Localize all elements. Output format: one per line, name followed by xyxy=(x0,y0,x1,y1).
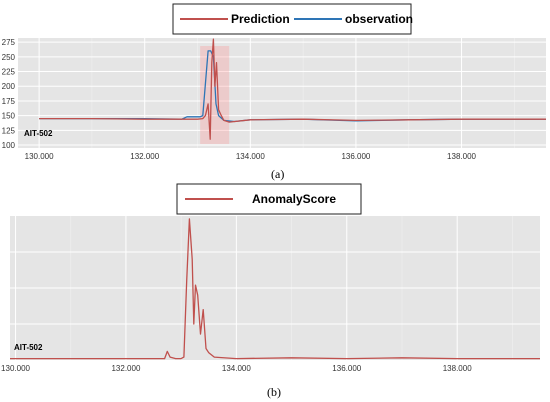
x-tick-label: 130.000 xyxy=(25,152,54,161)
x-tick-label: 136.000 xyxy=(332,364,361,373)
y-tick-label: 275 xyxy=(2,38,16,47)
x-tick-label: 134.000 xyxy=(236,152,265,161)
x-ticks-a: 130.000 132.000 134.000 136.000 138.000 xyxy=(25,152,477,161)
series-line-anomalyscore xyxy=(10,218,540,360)
legend-label-observation: observation xyxy=(345,12,413,26)
legend-label-anomaly-score: AnomalyScore xyxy=(252,192,336,206)
y-tick-label: 200 xyxy=(2,82,16,91)
x-tick-label: 132.000 xyxy=(111,364,140,373)
legend-b: AnomalyScore xyxy=(176,183,362,215)
x-tick-label: 132.000 xyxy=(130,152,159,161)
grid-a xyxy=(18,38,546,148)
legend-a: Prediction observation xyxy=(172,3,413,35)
x-tick-label: 136.000 xyxy=(341,152,370,161)
y-tick-label: 125 xyxy=(2,126,16,135)
series-group-a xyxy=(39,38,546,140)
y-tick-label: 250 xyxy=(2,53,16,62)
y-tick-label: 100 xyxy=(2,141,16,150)
x-ticks-b: 130.000 132.000 134.000 136.000 138.000 xyxy=(1,364,472,373)
x-tick-label: 138.000 xyxy=(443,364,472,373)
caption-b: (b) xyxy=(267,385,281,399)
grid-b xyxy=(10,216,540,360)
x-tick-label: 134.000 xyxy=(222,364,251,373)
caption-a: (a) xyxy=(271,167,284,181)
series-group-b xyxy=(10,218,540,360)
plot-area-a xyxy=(18,38,546,148)
y-tick-label: 175 xyxy=(2,97,16,106)
series-line-prediction xyxy=(39,38,546,140)
y-ticks-a: 100 125 150 175 200 225 250 275 xyxy=(2,38,16,150)
x-tick-label: 138.000 xyxy=(447,152,476,161)
sensor-label-a: AIT-502 xyxy=(24,129,53,138)
panel-b: 130.000 132.000 134.000 136.000 138.000 AIT-… xyxy=(1,183,540,399)
y-tick-label: 225 xyxy=(2,68,16,77)
x-tick-label: 130.000 xyxy=(1,364,30,373)
sensor-label-b: AIT-502 xyxy=(14,343,43,352)
y-tick-label: 150 xyxy=(2,112,16,121)
legend-label-prediction: Prediction xyxy=(231,12,290,26)
